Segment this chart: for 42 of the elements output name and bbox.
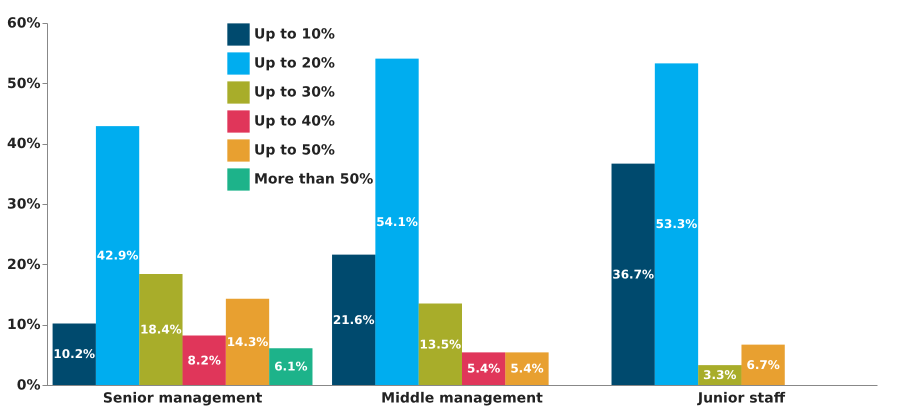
y-tick-label: 30% <box>6 196 40 212</box>
text: 14.3% <box>226 334 268 349</box>
text: 6.7% <box>746 358 780 372</box>
bar <box>332 254 376 385</box>
legend-label: Up to 30% <box>254 84 335 100</box>
x-tick-label: Middle management <box>381 390 544 406</box>
y-tick-label: 60% <box>6 16 40 32</box>
text: 42.9% <box>96 248 138 263</box>
text: 18.4% <box>140 322 182 336</box>
text: 8.2% <box>188 353 221 368</box>
x-tick-label: Senior management <box>102 390 263 406</box>
legend-label: Up to 20% <box>254 56 335 72</box>
bar <box>52 323 96 385</box>
bar <box>139 274 183 385</box>
y-tick-label: 10% <box>6 317 40 334</box>
y-tick-label: 40% <box>6 136 40 152</box>
text: 36.7% <box>612 267 654 282</box>
legend-label: Up to 10% <box>254 26 335 42</box>
bar <box>182 336 226 385</box>
legend-label: More than 50% <box>254 172 374 188</box>
text: 13.5% <box>420 337 462 352</box>
text: 21.6% <box>332 312 375 327</box>
bar <box>269 348 312 385</box>
text: 6.1% <box>274 360 308 374</box>
bar <box>654 63 698 385</box>
legend-label: Up to 40% <box>254 114 335 130</box>
text: 54.1% <box>376 214 418 229</box>
bar <box>96 126 140 385</box>
text: 10.2% <box>53 347 96 362</box>
bar <box>612 164 655 385</box>
text: 5.4% <box>510 362 544 376</box>
y-tick-label: 20% <box>6 256 40 273</box>
x-tick-label: Junior staff <box>696 390 786 406</box>
text: 3.3% <box>703 368 736 382</box>
bar <box>418 304 462 385</box>
bar <box>226 298 270 385</box>
legend-label: Up to 50% <box>254 142 335 158</box>
y-tick-label: 50% <box>6 76 40 92</box>
y-tick-label: 0% <box>16 378 40 394</box>
text: 5.4% <box>467 362 500 376</box>
text: 53.3% <box>656 217 698 232</box>
bar <box>375 58 419 385</box>
